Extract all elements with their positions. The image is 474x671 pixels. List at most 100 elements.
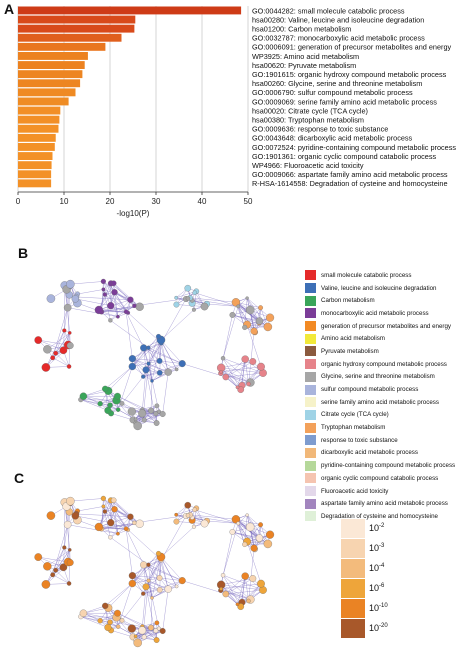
network-node [156, 358, 163, 364]
network-edge [148, 347, 183, 364]
network-edge [83, 605, 106, 614]
network-edge [70, 281, 104, 285]
network-node [133, 421, 142, 431]
network-edge [98, 283, 114, 311]
network-node [133, 417, 138, 422]
network-edge [150, 597, 153, 628]
network-edge [232, 531, 268, 545]
network-edge [144, 413, 163, 421]
network-edge [241, 366, 262, 386]
legend-item: Carbon metabolism [305, 294, 473, 307]
legend-label: Degradation of cysteine and homocysteine [321, 512, 438, 520]
legend-item: Amino acid metabolism [305, 332, 473, 345]
legend-swatch [341, 538, 365, 558]
network-node [153, 637, 160, 643]
bar [18, 97, 69, 106]
network-node [46, 511, 56, 520]
network-node [173, 518, 180, 525]
network-node [34, 336, 43, 344]
network-node [185, 296, 191, 301]
bar [18, 42, 106, 51]
legend-item: Degradation of cysteine and homocysteine [305, 510, 473, 523]
bar-label: GO:0009069: serine family amino acid met… [252, 97, 437, 106]
network-node [111, 289, 118, 296]
network-node [108, 318, 113, 323]
network-edge [103, 506, 131, 517]
bar [18, 179, 52, 188]
network-edge [135, 630, 163, 637]
network-edge [143, 564, 147, 587]
network-node [159, 411, 166, 417]
bar [18, 88, 76, 97]
network-edge [151, 556, 162, 598]
legend-label: 10-10 [369, 603, 388, 613]
network-node [53, 350, 59, 356]
network-node [71, 512, 80, 520]
bar [18, 152, 53, 160]
network-node [116, 314, 120, 319]
network-edge [151, 339, 162, 381]
network-edge [148, 553, 159, 581]
legend-swatch [305, 384, 316, 395]
bar [18, 6, 242, 15]
network-edge [187, 515, 239, 524]
network-node [100, 495, 106, 502]
network-node [123, 309, 129, 315]
network-node [245, 305, 255, 315]
network-edge [182, 580, 226, 595]
legend-label: Amino acid metabolism [321, 335, 385, 343]
legend-label: monocarboxylic acid metabolic process [321, 309, 429, 317]
legend-item: pyridine-containing compound metabolic p… [305, 459, 473, 472]
network-node [250, 327, 258, 335]
network-node [132, 520, 137, 525]
network-edge [105, 583, 133, 607]
legend-label: 10-20 [369, 623, 388, 633]
network-edge [232, 314, 260, 322]
network-edge [225, 589, 264, 595]
bar-label: GO:0043648: dicarboxylic acid metabolic … [252, 134, 413, 143]
network-edge [159, 360, 177, 370]
bar-label: GO:0006091: generation of precursor meta… [252, 43, 452, 52]
network-edge [148, 336, 159, 364]
bar-label: GO:0032787: monocarboxylic acid metaboli… [252, 34, 425, 43]
network-edge [221, 366, 262, 373]
network-node [255, 534, 264, 542]
network-edge [125, 311, 144, 348]
legend-item: dicarboxylic acid metabolic process [305, 447, 473, 460]
legend-label: Pyruvate metabolism [321, 347, 379, 355]
x-tick-label: 10 [60, 197, 69, 206]
network-edge [143, 363, 183, 377]
network-edge [110, 320, 149, 348]
legend-label: 10-2 [369, 523, 385, 533]
network-edge [187, 298, 239, 307]
network-node [107, 402, 113, 408]
network-node [184, 501, 192, 509]
bar-label: R-HSA-1614558: Degradation of cysteine a… [252, 179, 448, 188]
network-node [265, 313, 275, 322]
x-axis-title: -log10(P) [117, 209, 150, 218]
network-node [66, 581, 72, 586]
network-edge [45, 547, 65, 585]
network-node [142, 583, 150, 591]
network-edge [45, 330, 65, 368]
network-node [178, 360, 186, 368]
legend-item: Glycine, serine and threonine metabolism [305, 371, 473, 384]
network-edge [222, 574, 264, 591]
network-edge [221, 584, 251, 600]
network-edge [125, 528, 144, 565]
network-node [249, 575, 257, 582]
network-edge [110, 522, 135, 538]
network-edge [222, 575, 251, 600]
network-node [79, 609, 88, 617]
network-node [263, 322, 273, 332]
legend-item: serine family amino acid metabolic proce… [305, 396, 473, 409]
legend-item: monocarboxylic acid metabolic process [305, 307, 473, 320]
panel-a-label: A [4, 1, 15, 17]
bar [18, 133, 56, 142]
legend-label: aspartate family amino acid metabolic pr… [321, 500, 448, 508]
network-node [66, 559, 74, 566]
network-edge [98, 516, 131, 528]
network-node [128, 362, 137, 371]
network-edge [221, 367, 251, 383]
legend-label: organic hydroxy compound metabolic proce… [321, 360, 447, 368]
